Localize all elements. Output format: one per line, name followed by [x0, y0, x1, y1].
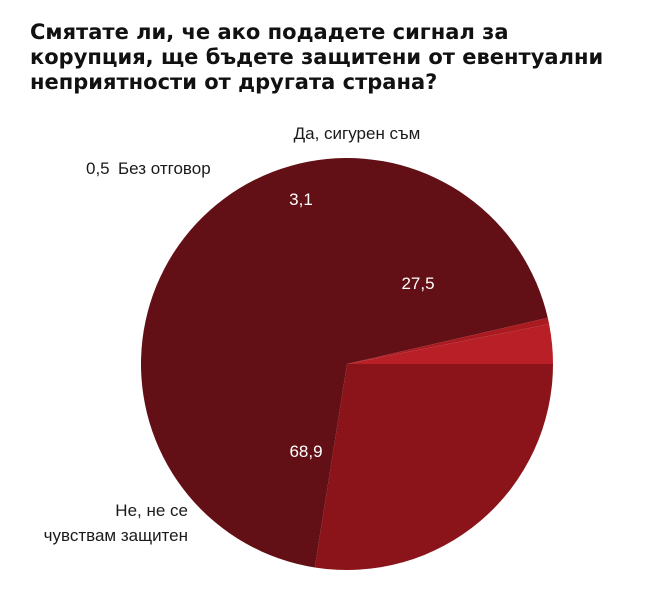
category-label-no-answer-value: 0,5: [86, 159, 110, 178]
pie-slice-not-protected: [140, 157, 548, 568]
category-label-not-protected-line-1: Не, не се: [115, 501, 188, 520]
category-label-not-protected-line-2: чувствам защитен: [44, 526, 188, 545]
value-labels: 27,5 68,9 3,1: [289, 190, 434, 461]
category-label-yes-sure: Да, сигурен съм: [294, 124, 421, 143]
category-labels: Да, сигурен съм 0,5 Без отговор Не, не с…: [44, 124, 421, 545]
chart-title: Смятате ли, че ако подадете сигнал за ко…: [30, 20, 604, 94]
pie-slice-no-answer: [347, 317, 550, 364]
value-label-small-slice: 3,1: [289, 190, 313, 209]
value-label-not-protected: 68,9: [289, 442, 322, 461]
pie-slices: [140, 157, 553, 570]
value-label-yes-sure: 27,5: [401, 274, 434, 293]
category-label-no-answer: Без отговор: [118, 159, 211, 178]
pie-slice-yes-sure: [314, 364, 553, 570]
pie-slice-small: [347, 324, 553, 364]
